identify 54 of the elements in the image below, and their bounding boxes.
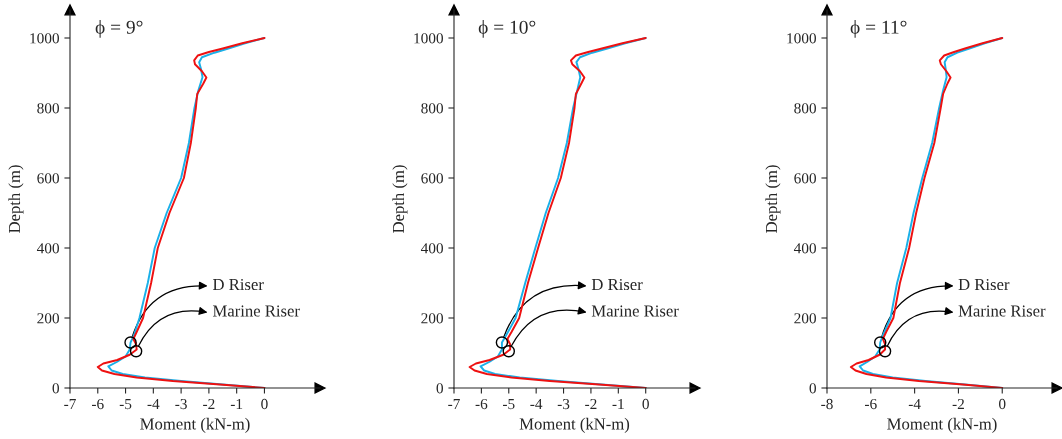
y-tick-label: 0	[436, 383, 443, 394]
y-tick-label: 1000	[414, 33, 443, 44]
y-tick-label: 400	[793, 243, 816, 254]
x-tick-label: -1	[230, 398, 243, 410]
x-tick-label: -4	[530, 398, 543, 410]
chart-title: ϕ = 11°	[850, 20, 907, 38]
y-axis-title: Depth (m)	[765, 165, 781, 233]
y-tick-label: 200	[421, 313, 443, 324]
x-tick-label: -7	[64, 399, 76, 410]
x-tick-label: -2	[952, 398, 964, 410]
x-tick-label: -6	[865, 398, 877, 410]
y-tick-label: 0	[809, 383, 816, 394]
x-tick-label: -2	[203, 398, 215, 410]
x-axis-title: Moment (kN-m)	[140, 417, 250, 433]
annotation: Marine Riser	[591, 305, 679, 317]
annotation: D Riser	[212, 278, 264, 291]
x-tick-label: -8	[821, 398, 833, 410]
x-tick-label: 0	[261, 398, 268, 410]
y-tick-label: 600	[37, 173, 59, 184]
y-tick-label: 800	[421, 103, 443, 114]
y-tick-label: 1000	[30, 33, 59, 44]
y-axis-title: Depth (m)	[8, 165, 24, 233]
y-tick-label: 400	[420, 243, 443, 254]
annotation: D Riser	[591, 278, 643, 291]
x-tick-label: -2	[585, 398, 597, 410]
y-tick-label: 0	[52, 383, 59, 394]
x-tick-label: -3	[557, 398, 570, 410]
y-tick-label: 600	[421, 173, 443, 184]
x-tick-label: 0	[642, 398, 649, 410]
x-tick-label: -4	[147, 398, 160, 410]
x-tick-label: -6	[91, 398, 104, 410]
y-axis-title: Depth (m)	[392, 165, 408, 233]
annotation: Marine Riser	[958, 305, 1046, 317]
x-tick-label: -6	[475, 398, 488, 410]
annotation: D Riser	[958, 278, 1010, 291]
x-tick-label: -4	[908, 398, 921, 410]
x-tick-label: -7	[448, 399, 460, 410]
x-tick-label: -1	[612, 398, 624, 410]
chart-title: ϕ = 10°	[478, 20, 536, 38]
y-tick-label: 400	[36, 243, 59, 254]
y-tick-label: 800	[37, 103, 59, 114]
chart-title: ϕ = 9°	[95, 20, 143, 38]
x-tick-label: -5	[119, 399, 132, 410]
x-axis-title: Moment (kN-m)	[887, 417, 997, 433]
y-tick-label: 200	[37, 313, 59, 324]
x-axis-title: Moment (kN-m)	[519, 417, 630, 433]
x-tick-label: -5	[502, 399, 515, 410]
y-tick-label: 200	[794, 313, 816, 324]
x-tick-label: 0	[999, 398, 1006, 410]
y-tick-label: 1000	[787, 33, 816, 44]
y-tick-label: 600	[794, 173, 816, 184]
x-tick-label: -3	[175, 398, 187, 410]
annotation: Marine Riser	[212, 305, 300, 317]
y-tick-label: 800	[794, 103, 816, 114]
